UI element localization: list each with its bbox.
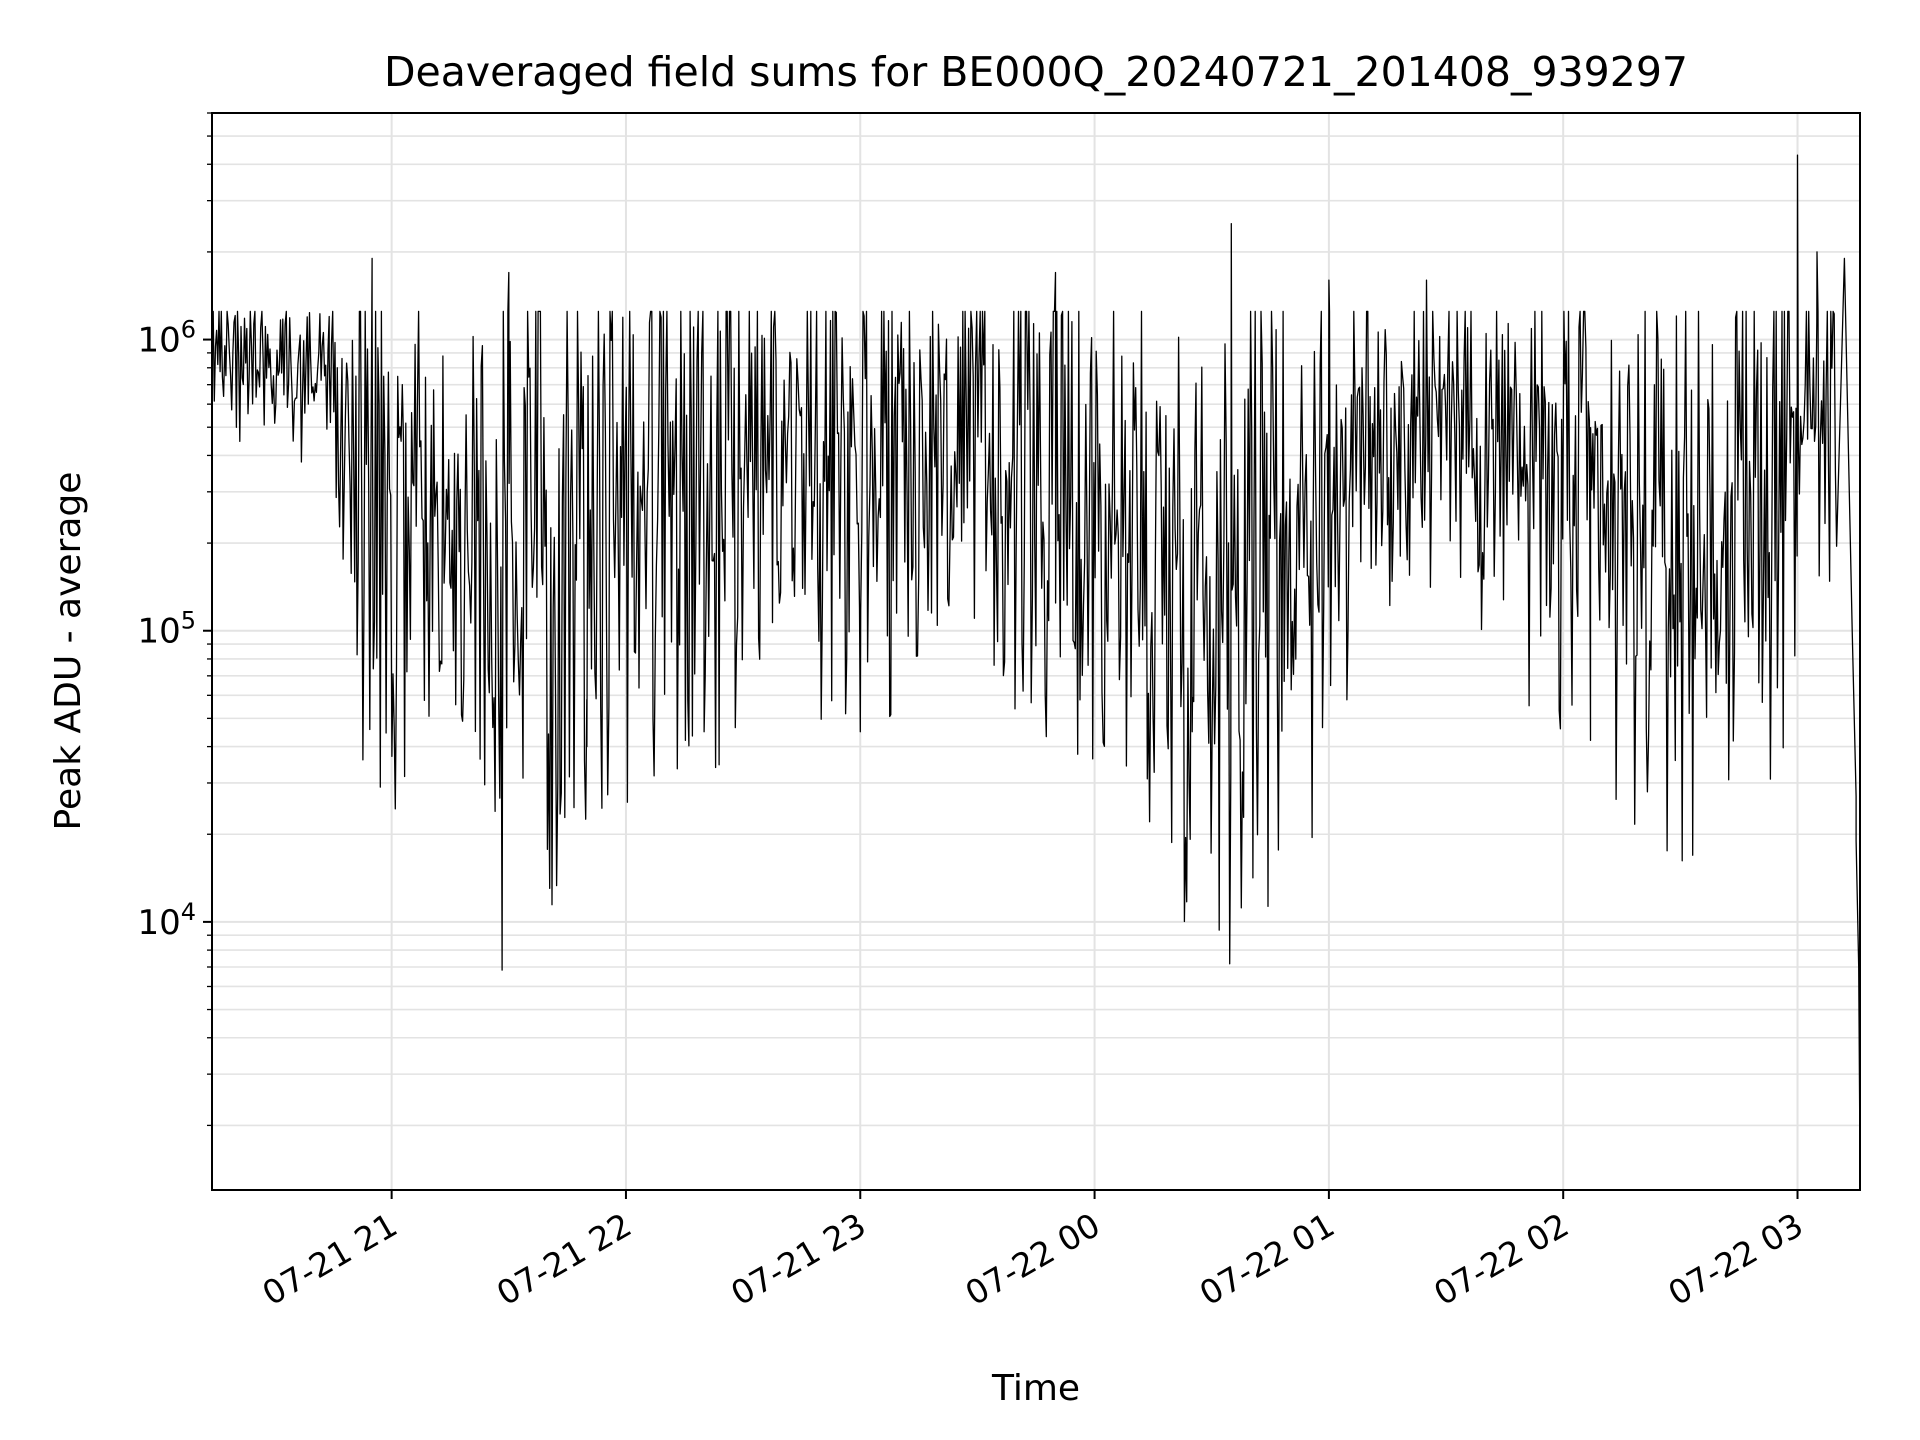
y-axis-label: Peak ADU - average <box>48 472 89 831</box>
y-tick-label: 106 <box>137 316 196 361</box>
x-axis-label: Time <box>991 1368 1080 1409</box>
plot-frame <box>211 112 1861 1191</box>
y-tick-label: 105 <box>137 607 196 652</box>
y-tick-label: 104 <box>137 898 196 943</box>
series-line <box>212 154 1861 1162</box>
series-path <box>212 154 1861 1162</box>
chart-title: Deaveraged field sums for BE000Q_2024072… <box>384 48 1688 96</box>
